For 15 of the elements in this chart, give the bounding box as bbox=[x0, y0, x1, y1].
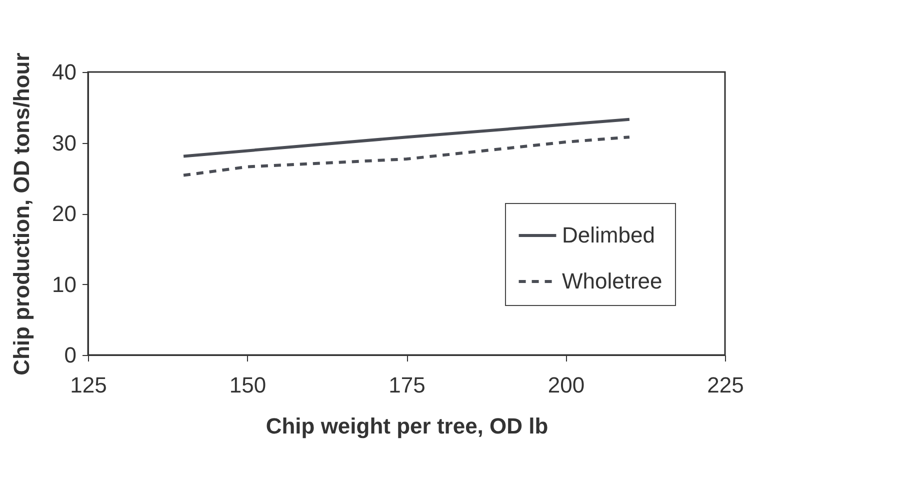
x-axis-title: Chip weight per tree, OD lb bbox=[266, 414, 548, 438]
line-series bbox=[182, 136, 631, 177]
x-tick-label: 175 bbox=[388, 372, 426, 398]
x-tick-label: 125 bbox=[70, 372, 107, 398]
y-tick-label: 10 bbox=[52, 272, 76, 297]
y-tick-label: 20 bbox=[52, 201, 76, 226]
x-tick-label: 150 bbox=[229, 372, 266, 398]
y-tick-label: 40 bbox=[52, 60, 76, 84]
y-tick-label: 0 bbox=[64, 342, 76, 368]
x-tick-label: 225 bbox=[707, 372, 744, 398]
legend-label: Wholetree bbox=[562, 268, 662, 294]
legend-label: Delimbed bbox=[562, 222, 655, 248]
y-axis-title: Chip production, OD tons/hour bbox=[9, 52, 34, 376]
x-tick-label: 200 bbox=[548, 372, 585, 398]
y-tick-label: 30 bbox=[52, 130, 76, 156]
